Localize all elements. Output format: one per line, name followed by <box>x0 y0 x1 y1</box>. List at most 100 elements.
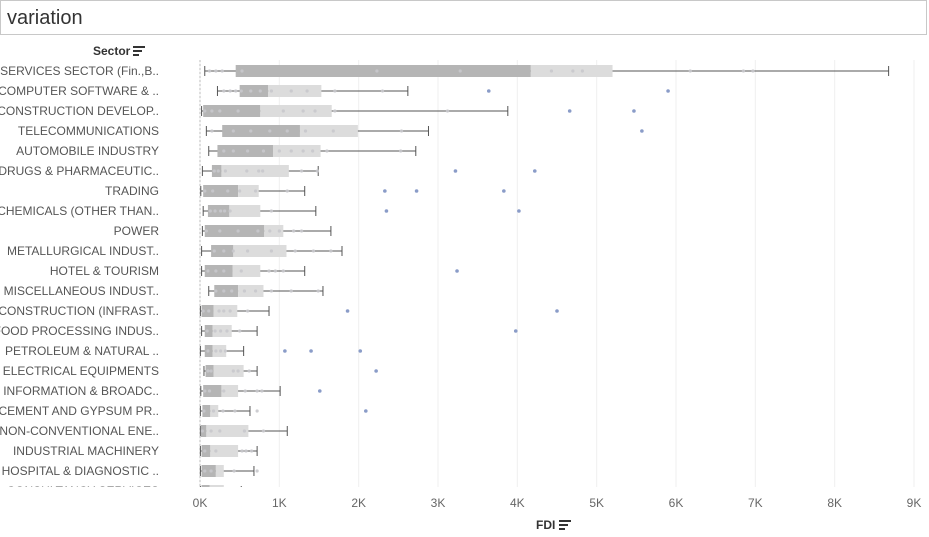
data-point[interactable] <box>228 89 232 93</box>
data-point[interactable] <box>253 189 258 193</box>
outlier-point[interactable] <box>513 329 518 333</box>
box-upper[interactable] <box>238 185 259 197</box>
box-lower[interactable] <box>203 385 222 397</box>
data-point[interactable] <box>210 109 214 113</box>
data-point[interactable] <box>305 89 309 93</box>
data-point[interactable] <box>375 69 379 73</box>
data-point[interactable] <box>688 69 692 73</box>
data-point[interactable] <box>269 209 273 213</box>
data-point[interactable] <box>285 129 289 133</box>
data-point[interactable] <box>214 349 218 353</box>
data-point[interactable] <box>212 249 216 253</box>
data-point[interactable] <box>268 229 272 233</box>
data-point[interactable] <box>210 129 214 133</box>
data-point[interactable] <box>214 269 218 273</box>
data-point[interactable] <box>221 409 225 413</box>
data-point[interactable] <box>213 209 217 213</box>
data-point[interactable] <box>269 289 273 293</box>
data-point[interactable] <box>299 169 304 173</box>
data-point[interactable] <box>205 489 208 492</box>
data-point[interactable] <box>240 449 244 453</box>
data-point[interactable] <box>580 69 584 73</box>
box-upper[interactable] <box>260 105 332 117</box>
data-point[interactable] <box>267 269 271 273</box>
data-point[interactable] <box>281 269 285 273</box>
box-lower[interactable] <box>204 265 233 277</box>
data-point[interactable] <box>445 109 450 113</box>
data-point[interactable] <box>236 369 240 373</box>
data-point[interactable] <box>258 89 262 93</box>
box-lower[interactable] <box>217 145 273 157</box>
outlier-point[interactable] <box>317 389 322 393</box>
outlier-point[interactable] <box>632 109 636 113</box>
data-point[interactable] <box>301 149 305 153</box>
data-point[interactable] <box>246 249 250 253</box>
data-point[interactable] <box>222 89 226 93</box>
data-point[interactable] <box>202 409 206 413</box>
data-point[interactable] <box>239 269 243 273</box>
sector-label[interactable]: MISCELLANEOUS INDUST.. <box>4 284 159 298</box>
data-point[interactable] <box>222 149 226 153</box>
data-point[interactable] <box>240 69 244 73</box>
box-upper[interactable] <box>221 165 289 177</box>
box-lower[interactable] <box>204 225 265 237</box>
data-point[interactable] <box>223 349 227 353</box>
data-point[interactable] <box>205 329 209 333</box>
data-point[interactable] <box>222 389 226 393</box>
sector-label[interactable]: INDUSTRIAL MACHINERY <box>13 444 159 458</box>
data-point[interactable] <box>203 189 207 193</box>
box-lower[interactable] <box>207 205 230 217</box>
outlier-point[interactable] <box>532 169 537 173</box>
sort-descending-icon[interactable] <box>133 46 146 56</box>
sector-label[interactable]: DRUGS & PHARMACEUTIC.. <box>0 164 159 178</box>
outlier-point[interactable] <box>383 189 387 193</box>
data-point[interactable] <box>203 389 207 393</box>
sector-label[interactable]: CHEMICALS (OTHER THAN.. <box>0 204 159 218</box>
data-point[interactable] <box>203 449 207 453</box>
box-upper[interactable] <box>209 485 224 497</box>
sector-label[interactable]: AUTOMOBILE INDUSTRY <box>16 144 159 158</box>
outlier-point[interactable] <box>455 269 459 273</box>
data-point[interactable] <box>261 169 265 173</box>
data-point[interactable] <box>238 189 242 193</box>
outlier-point[interactable] <box>567 109 572 113</box>
data-point[interactable] <box>214 489 217 492</box>
data-point[interactable] <box>269 89 273 93</box>
outlier-point[interactable] <box>283 349 287 353</box>
data-point[interactable] <box>211 189 215 193</box>
data-point[interactable] <box>209 469 213 473</box>
box-upper[interactable] <box>238 285 264 297</box>
sector-label[interactable]: HOSPITAL & DIAGNOSTIC .. <box>2 464 159 478</box>
data-point[interactable] <box>222 309 226 313</box>
outlier-point[interactable] <box>358 349 363 353</box>
data-point[interactable] <box>214 289 218 293</box>
sector-label[interactable]: TRADING <box>105 184 159 198</box>
data-point[interactable] <box>225 329 229 333</box>
data-point[interactable] <box>230 289 234 293</box>
data-point[interactable] <box>313 109 317 113</box>
outlier-point[interactable] <box>384 209 389 213</box>
outlier-point[interactable] <box>345 309 350 313</box>
box-lower[interactable] <box>201 485 210 497</box>
outlier-point[interactable] <box>555 309 559 313</box>
data-point[interactable] <box>311 149 315 153</box>
data-point[interactable] <box>249 449 254 453</box>
data-point[interactable] <box>207 309 211 313</box>
data-point[interactable] <box>255 409 259 413</box>
data-point[interactable] <box>549 69 554 73</box>
box-lower[interactable] <box>235 65 531 77</box>
data-point[interactable] <box>223 169 227 173</box>
box-lower[interactable] <box>202 405 211 417</box>
data-point[interactable] <box>458 69 462 73</box>
sector-header[interactable]: Sector <box>93 44 146 58</box>
box-upper[interactable] <box>213 365 244 377</box>
outlier-point[interactable] <box>640 129 644 133</box>
data-point[interactable] <box>293 249 297 253</box>
sector-label[interactable]: POWER <box>114 224 160 238</box>
data-point[interactable] <box>207 69 212 73</box>
outlier-point[interactable] <box>502 189 506 193</box>
box-upper[interactable] <box>210 445 239 457</box>
data-point[interactable] <box>261 149 266 153</box>
data-point[interactable] <box>289 289 293 293</box>
data-point[interactable] <box>325 149 329 153</box>
